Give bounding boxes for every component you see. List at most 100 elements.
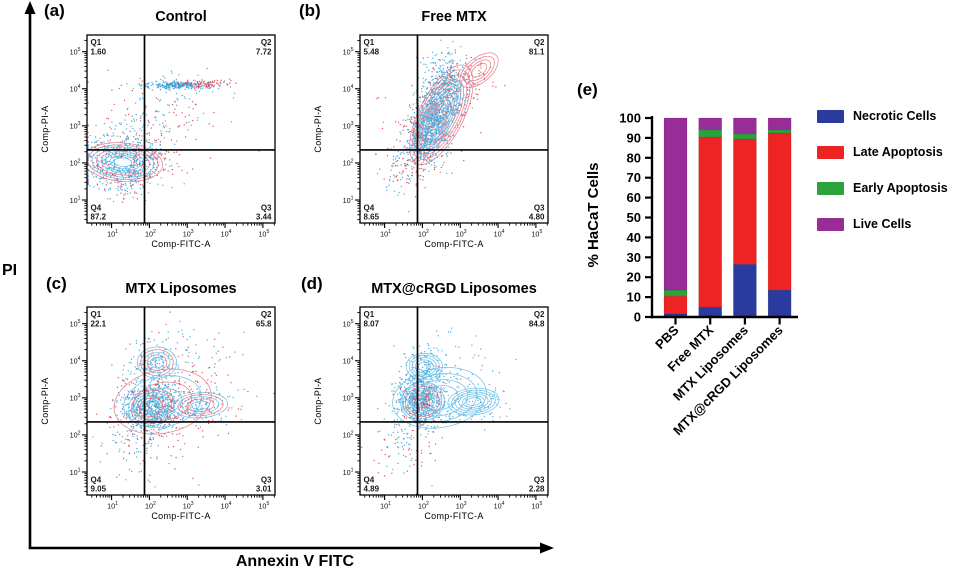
legend-label: Necrotic Cells: [853, 109, 937, 123]
svg-text:65.8: 65.8: [256, 320, 272, 329]
svg-text:103: 103: [456, 229, 467, 238]
panel-label-a: (a): [44, 1, 65, 20]
svg-text:104: 104: [70, 84, 81, 93]
x-axis-label: Comp-FITC-A: [424, 239, 484, 249]
svg-text:105: 105: [258, 229, 269, 238]
svg-text:Q2: Q2: [261, 310, 272, 319]
svg-text:103: 103: [183, 229, 194, 238]
svg-text:102: 102: [145, 229, 156, 238]
x-axis-label: Comp-FITC-A: [424, 511, 484, 521]
svg-text:105: 105: [258, 501, 269, 510]
flow-panel-control: Control Comp-PI-A 101 101 102 102 103 103 104 1…: [40, 3, 280, 259]
svg-text:103: 103: [70, 393, 81, 402]
flow-panel-mtx-liposomes: MTX Liposomes Comp-PI-A 101 101 102 102 103 1…: [40, 275, 280, 531]
quadrant-gate-lines: [87, 35, 275, 223]
axis-ticks: [355, 312, 548, 500]
svg-text:8.65: 8.65: [364, 213, 380, 222]
svg-text:22.1: 22.1: [91, 320, 107, 329]
svg-text:104: 104: [221, 501, 232, 510]
legend-swatch: [817, 109, 844, 123]
panel-label-e: (e): [577, 80, 598, 99]
svg-text:101: 101: [380, 229, 391, 238]
svg-text:103: 103: [70, 121, 81, 130]
plot-title: MTX Liposomes: [125, 281, 237, 297]
svg-text:101: 101: [70, 467, 81, 476]
svg-text:104: 104: [494, 229, 505, 238]
legend-item-live-cells: Live Cells: [817, 217, 948, 231]
panel-label-d: (d): [301, 274, 323, 293]
x-axis-label: Comp-FITC-A: [151, 511, 211, 521]
svg-text:Q3: Q3: [534, 204, 545, 213]
svg-text:87.2: 87.2: [91, 213, 107, 222]
contour-rings: [409, 52, 499, 165]
legend-swatch: [817, 181, 844, 195]
contour-rings: [113, 346, 229, 435]
plot-data: [361, 327, 517, 495]
svg-text:Q2: Q2: [534, 38, 545, 47]
tick-labels: 101 101 102 102 103 103 104 104 105 105: [343, 47, 543, 238]
annexin-v-fitc-axis-label: Annexin V FITC: [235, 553, 355, 570]
svg-text:81.1: 81.1: [529, 48, 545, 57]
svg-text:3.44: 3.44: [256, 213, 272, 222]
svg-text:Q1: Q1: [91, 38, 102, 47]
svg-text:102: 102: [70, 430, 81, 439]
quadrant-gate-lines: [360, 307, 548, 495]
svg-text:103: 103: [343, 121, 354, 130]
axis-ticks: [82, 312, 275, 500]
pi-axis-label: PI: [2, 262, 18, 279]
flow-panel-mtx-crgd-liposomes: MTX@cRGD Liposomes Comp-PI-A 101 101 102 10…: [313, 275, 553, 531]
plot-title: Free MTX: [421, 9, 487, 25]
svg-text:105: 105: [343, 47, 354, 56]
svg-text:Q1: Q1: [364, 38, 375, 47]
scatter-points: [361, 327, 517, 495]
plot-data: [92, 311, 275, 488]
tick-labels: 101 101 102 102 103 103 104 104 105 105: [70, 47, 270, 238]
legend-label: Early Apoptosis: [853, 181, 948, 195]
plot-frame: [359, 306, 549, 496]
svg-text:105: 105: [70, 319, 81, 328]
svg-text:105: 105: [70, 47, 81, 56]
legend: Necrotic Cells Late Apoptosis Early Apop…: [817, 109, 948, 231]
legend-label: Late Apoptosis: [853, 145, 943, 159]
flow-plot-d: 101101102102103103104104105105Q18.07Q284…: [343, 306, 549, 511]
bar-y-axis-label: % HaCaT Cells: [585, 162, 602, 268]
flow-panel-free-mtx: Free MTX Comp-PI-A 101 101 102 102 103 103 104…: [313, 3, 553, 259]
svg-text:Q3: Q3: [261, 476, 272, 485]
svg-text:101: 101: [107, 501, 118, 510]
quadrant-gate-lines: [360, 35, 548, 223]
svg-text:Q1: Q1: [91, 310, 102, 319]
panel-label-b: (b): [299, 1, 321, 20]
plot-data: [375, 39, 506, 213]
svg-text:Q3: Q3: [261, 204, 272, 213]
legend-swatch: [817, 145, 844, 159]
svg-text:1.60: 1.60: [91, 48, 107, 57]
svg-text:Q4: Q4: [91, 204, 102, 213]
svg-text:101: 101: [70, 195, 81, 204]
contour-rings: [392, 352, 500, 429]
scatter-points: [87, 67, 260, 203]
svg-text:7.72: 7.72: [256, 48, 272, 57]
legend-item-late-apoptosis: Late Apoptosis: [817, 145, 948, 159]
plot-title: Control: [155, 9, 207, 25]
svg-text:3.01: 3.01: [256, 485, 272, 494]
flow-plot-b: 101 101 102 102 103 103 104 104 105 105 Q15.48 Q281…: [343, 34, 549, 239]
bar-chart-panel: 0 10 20 30 40 50 60 70 80 90 100 PBS Free MTX MTX Lip…: [570, 95, 955, 565]
svg-text:Q4: Q4: [91, 476, 102, 485]
svg-text:5.48: 5.48: [364, 48, 380, 57]
svg-text:102: 102: [145, 501, 156, 510]
svg-text:Q2: Q2: [261, 38, 272, 47]
svg-text:4.80: 4.80: [529, 213, 545, 222]
legend-swatch: [817, 217, 844, 231]
scatter-points: [92, 311, 275, 488]
svg-text:102: 102: [343, 158, 354, 167]
axis-ticks: [355, 40, 548, 228]
plot-title: MTX@cRGD Liposomes: [371, 281, 537, 297]
